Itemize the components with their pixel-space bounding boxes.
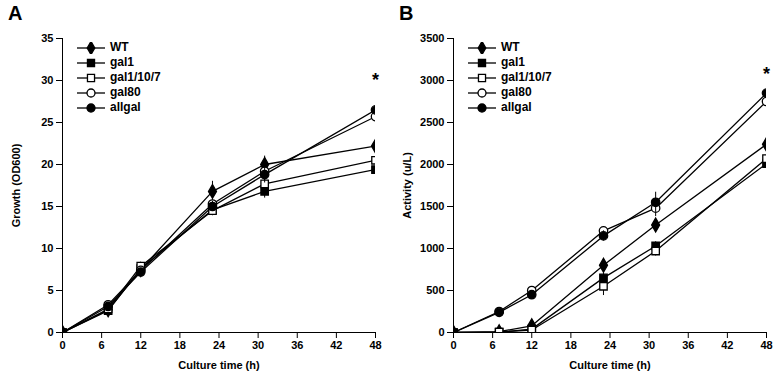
svg-text:6: 6 <box>99 339 105 351</box>
html-text:B: B <box>399 2 414 24</box>
html-text:A: A <box>8 2 23 24</box>
svg-text:25: 25 <box>41 116 53 128</box>
svg-text:30: 30 <box>252 339 264 351</box>
svg-text:Growth (OD600): Growth (OD600) <box>10 143 22 227</box>
svg-text:10: 10 <box>41 242 53 254</box>
svg-text:12: 12 <box>135 339 147 351</box>
svg-text:15: 15 <box>41 200 53 212</box>
html-text:allgal: allgal <box>501 100 532 114</box>
svg-text:3500: 3500 <box>420 32 444 44</box>
html-text:WT: WT <box>501 40 520 54</box>
svg-text:12: 12 <box>526 339 538 351</box>
svg-text:30: 30 <box>41 74 53 86</box>
svg-text:18: 18 <box>565 339 577 351</box>
html-text:gal80: gal80 <box>110 85 141 99</box>
svg-text:2000: 2000 <box>420 158 444 170</box>
svg-text:35: 35 <box>41 32 53 44</box>
svg-text:42: 42 <box>721 339 733 351</box>
svg-text:1000: 1000 <box>420 242 444 254</box>
svg-text:6: 6 <box>490 339 496 351</box>
html-text:gal1/10/7: gal1/10/7 <box>110 70 161 84</box>
html-text:allgal: allgal <box>110 100 141 114</box>
svg-text:36: 36 <box>682 339 694 351</box>
html-text:WT: WT <box>110 40 129 54</box>
svg-text:18: 18 <box>174 339 186 351</box>
svg-text:36: 36 <box>291 339 303 351</box>
svg-text:Culture time (h): Culture time (h) <box>178 359 260 371</box>
svg-text:2500: 2500 <box>420 116 444 128</box>
html-text:gal80: gal80 <box>501 85 532 99</box>
svg-text:0: 0 <box>438 326 444 338</box>
svg-text:500: 500 <box>426 284 444 296</box>
svg-text:0: 0 <box>47 326 53 338</box>
svg-text:*: * <box>372 70 379 90</box>
svg-text:0: 0 <box>450 339 456 351</box>
svg-text:24: 24 <box>213 339 226 351</box>
svg-text:30: 30 <box>643 339 655 351</box>
svg-text:1500: 1500 <box>420 200 444 212</box>
svg-text:24: 24 <box>604 339 617 351</box>
svg-text:20: 20 <box>41 158 53 170</box>
svg-text:0: 0 <box>59 339 65 351</box>
svg-text:42: 42 <box>330 339 342 351</box>
svg-text:5: 5 <box>47 284 53 296</box>
svg-text:Culture time (h): Culture time (h) <box>569 359 651 371</box>
html-text:gal1: gal1 <box>110 55 134 69</box>
html-text:gal1/10/7: gal1/10/7 <box>501 70 552 84</box>
svg-text:3000: 3000 <box>420 74 444 86</box>
svg-text:48: 48 <box>369 339 381 351</box>
svg-text:Activity (u/L): Activity (u/L) <box>401 152 413 219</box>
svg-text:*: * <box>763 64 770 84</box>
svg-text:48: 48 <box>760 339 772 351</box>
html-text:gal1: gal1 <box>501 55 525 69</box>
